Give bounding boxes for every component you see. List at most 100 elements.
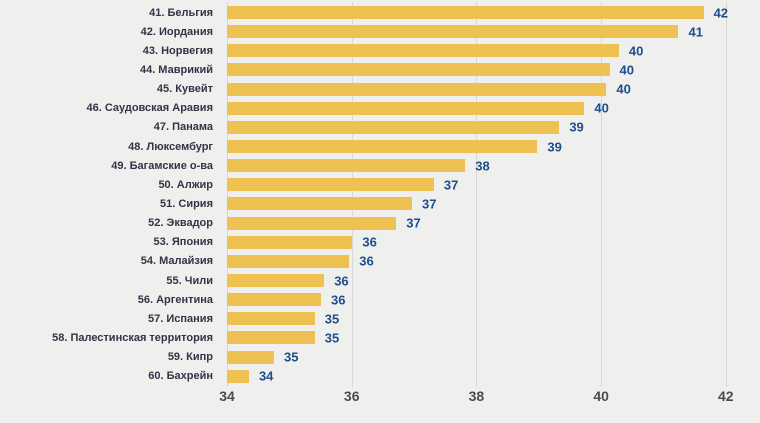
bar [227,120,560,134]
x-tick-label: 36 [343,388,360,404]
chart-row: 55. Чили 36 [0,271,760,290]
value-label: 40 [594,100,609,116]
value-label: 38 [475,158,490,174]
bar-cell: 38 [227,158,760,174]
bar [227,235,353,249]
value-label: 35 [324,311,340,327]
bar [227,25,679,39]
bar [227,6,704,20]
bar-cell: 37 [227,177,760,193]
chart-row: 60. Бахрейн 34 [0,367,760,386]
chart-row: 46. Саудовская Аравия 40 [0,99,760,118]
chart-row: 57. Испания 35 [0,309,760,328]
bar [227,254,350,268]
chart-row: 47. Панама 39 [0,118,760,137]
value-label: 40 [628,43,644,59]
chart-row: 45. Кувейт 40 [0,80,760,99]
chart-row: 43. Норвегия 40 [0,41,760,60]
category-label: 57. Испания [148,312,213,325]
value-label: 35 [284,349,299,365]
chart-row: 51. Сирия 37 [0,194,760,213]
value-label: 40 [619,62,634,78]
bar-cell: 35 [227,311,760,327]
bar-cell: 39 [227,139,760,155]
bar [227,197,412,211]
category-label: 44. Маврикий [139,63,213,76]
bar [227,293,322,307]
value-label: 39 [547,139,562,155]
category-label: 41. Бельгия [149,6,213,19]
value-label: 35 [324,330,340,346]
bar-cell: 35 [227,349,760,365]
bar [227,82,607,96]
category-label: 49. Багамские о-ва [111,159,213,172]
category-label: 59. Кипр [167,351,213,364]
x-tick-label: 42 [718,388,734,404]
x-axis: 34 36 38 40 42 [219,388,757,408]
bar [227,350,275,364]
bar [227,274,325,288]
category-label: 53. Япония [153,236,213,249]
chart-row: 56. Аргентина 36 [0,290,760,309]
category-label: 56. Аргентина [137,293,213,306]
chart-row: 50. Алжир 37 [0,175,760,194]
category-label: 52. Эквадор [148,217,213,230]
value-label: 34 [258,368,274,384]
bar-cell: 36 [227,253,760,269]
gridline [476,2,478,387]
bar-cell: 40 [227,100,760,116]
chart-row: 42. Иордания 41 [0,22,760,41]
gridline [351,2,353,387]
bar [227,331,315,345]
value-label: 36 [331,292,346,308]
chart-row: 53. Япония 36 [0,233,760,252]
x-tick-label: 40 [593,388,609,404]
bar-cell: 41 [227,24,760,40]
x-tick-label: 34 [219,388,235,404]
category-label: 43. Норвегия [142,44,213,57]
bar-rows: 41. Бельгия 42 42. Иордания 41 43. Норве… [0,3,760,386]
chart-row: 41. Бельгия 42 [0,3,760,22]
bar [227,312,315,326]
chart-row: 48. Люксембург 39 [0,137,760,156]
bar-cell: 40 [227,81,760,97]
value-label: 42 [713,5,729,21]
category-label: 48. Люксембург [128,140,213,153]
bar-cell: 42 [227,5,760,21]
category-label: 54. Малайзия [140,255,213,268]
bar [227,101,585,115]
bar-cell: 37 [227,215,760,231]
value-label: 40 [616,81,631,97]
chart-row: 58. Палестинская территория 35 [0,328,760,347]
category-label: 51. Сирия [160,197,213,210]
category-label: 55. Чили [166,274,213,287]
category-label: 47. Панама [153,121,213,134]
gridline [601,2,603,387]
value-label: 37 [406,215,421,231]
plot-area [227,2,757,387]
bar [227,140,538,154]
value-label: 37 [443,177,459,193]
category-label: 46. Саудовская Аравия [86,102,213,115]
bar-cell: 36 [227,273,760,289]
category-label: 50. Алжир [158,178,213,191]
chart-row: 59. Кипр 35 [0,348,760,367]
gridline [725,2,727,387]
category-label: 42. Иордания [140,25,213,38]
value-label: 36 [362,234,377,250]
chart-row: 54. Малайзия 36 [0,252,760,271]
chart-row: 49. Багамские о-ва 38 [0,156,760,175]
bar [227,44,619,58]
bar-cell: 34 [227,368,760,384]
x-tick-label: 38 [468,388,485,404]
bar-cell: 40 [227,62,760,78]
value-label: 36 [359,253,374,269]
value-label: 36 [334,273,349,289]
bar [227,178,434,192]
bar [227,216,397,230]
gridline [227,2,228,387]
value-label: 39 [569,119,584,135]
value-label: 41 [688,24,703,40]
bar-cell: 39 [227,119,760,135]
